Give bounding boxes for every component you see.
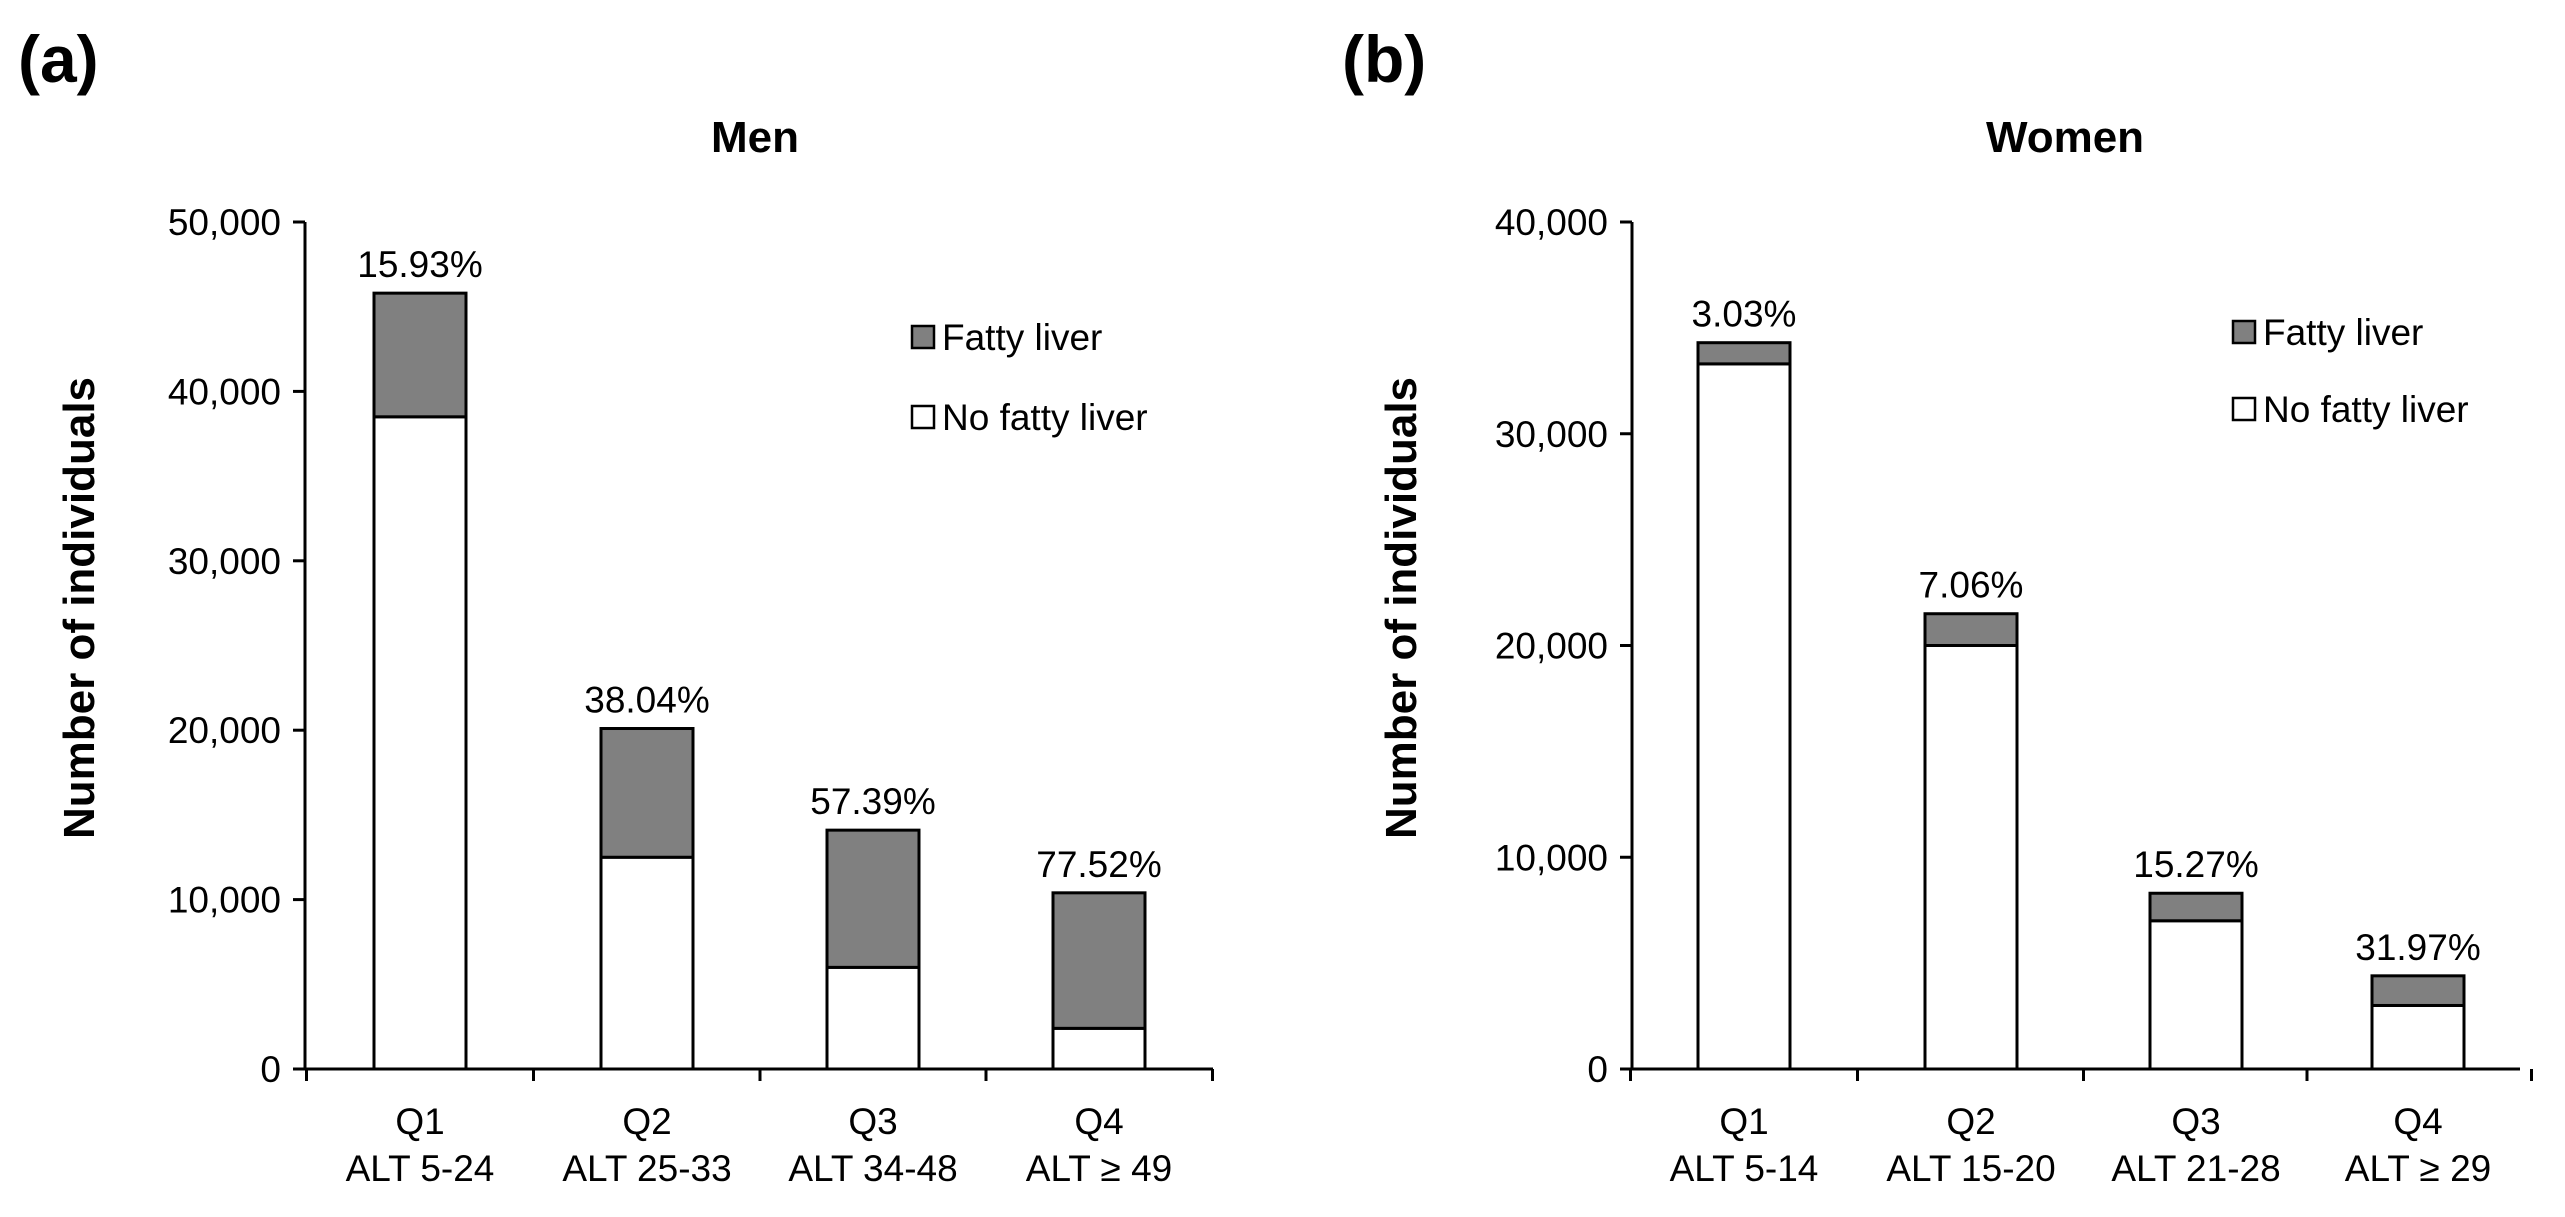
bar-no-fatty-liver xyxy=(599,855,695,1071)
y-tick-label: 0 xyxy=(1587,1049,1608,1090)
legend-swatch-no-fatty-liver xyxy=(2231,396,2257,422)
chart-women: (b) Women Number of individuals 0 10,000 2… xyxy=(1342,22,2533,1189)
y-tick-label: 20,000 xyxy=(168,710,281,751)
x-category-sublabel: ALT ≥ 29 xyxy=(2345,1148,2491,1189)
bar-fatty-liver xyxy=(599,727,695,859)
legend-label-fatty-liver: Fatty liver xyxy=(2263,312,2423,353)
panel-label: (b) xyxy=(1342,22,1426,96)
bar-fatty-liver xyxy=(1696,341,1792,366)
x-category-sublabel: ALT 25-33 xyxy=(562,1148,731,1189)
y-tick-label: 0 xyxy=(260,1049,281,1090)
bar-percent-label: 15.27% xyxy=(2133,844,2259,885)
legend-label-no-fatty-liver: No fatty liver xyxy=(2263,389,2469,430)
x-category-label: Q4 xyxy=(2393,1101,2442,1142)
bar-fatty-liver xyxy=(825,828,921,969)
bar-no-fatty-liver xyxy=(372,415,468,1071)
chart-men: (a) Men Number of individuals 0 10,000 20,… xyxy=(18,22,1214,1189)
legend-label-no-fatty-liver: No fatty liver xyxy=(942,397,1148,438)
x-category-label: Q2 xyxy=(1946,1101,1995,1142)
x-category-label: Q3 xyxy=(848,1101,897,1142)
bar-no-fatty-liver xyxy=(825,965,921,1071)
bar-percent-label: 3.03% xyxy=(1692,294,1797,335)
y-tick-label: 20,000 xyxy=(1495,626,1608,667)
bar-percent-label: 57.39% xyxy=(810,781,936,822)
x-category-sublabel: ALT ≥ 49 xyxy=(1026,1148,1172,1189)
x-category-sublabel: ALT 34-48 xyxy=(788,1148,957,1189)
y-tick-label: 10,000 xyxy=(1495,837,1608,878)
legend-swatch-no-fatty-liver xyxy=(910,404,936,430)
legend-label-fatty-liver: Fatty liver xyxy=(942,317,1102,358)
y-tick-label: 30,000 xyxy=(1495,414,1608,455)
bar-percent-label: 77.52% xyxy=(1036,844,1162,885)
bar-percent-label: 38.04% xyxy=(584,680,710,721)
x-category-sublabel: ALT 5-14 xyxy=(1670,1148,1819,1189)
y-tick-label: 40,000 xyxy=(1495,202,1608,243)
bar-no-fatty-liver xyxy=(2370,1003,2466,1071)
bar-fatty-liver xyxy=(2370,974,2466,1007)
bar-no-fatty-liver xyxy=(1923,644,2019,1071)
x-category-label: Q1 xyxy=(1719,1101,1768,1142)
bar-fatty-liver xyxy=(1051,891,1147,1030)
panel-label: (a) xyxy=(18,22,99,96)
x-category-label: Q1 xyxy=(395,1101,444,1142)
legend-swatch-fatty-liver xyxy=(2231,319,2257,345)
y-tick-label: 10,000 xyxy=(168,880,281,921)
x-category-sublabel: ALT 5-24 xyxy=(346,1148,495,1189)
chart-title: Women xyxy=(1986,113,2144,162)
x-category-label: Q2 xyxy=(622,1101,671,1142)
bar-percent-label: 7.06% xyxy=(1919,565,2024,606)
bar-fatty-liver xyxy=(2148,891,2244,923)
plot-area: 0 10,000 20,000 30,000 40,000 3.03% Q1 ALT 5-14… xyxy=(1495,202,2533,1189)
bar-percent-label: 15.93% xyxy=(357,244,483,285)
y-tick-label: 40,000 xyxy=(168,371,281,412)
x-category-label: Q3 xyxy=(2171,1101,2220,1142)
bar-no-fatty-liver xyxy=(1696,362,1792,1071)
chart-title: Men xyxy=(711,113,799,162)
bar-no-fatty-liver xyxy=(1051,1026,1147,1071)
x-category-label: Q4 xyxy=(1074,1101,1123,1142)
y-axis-label: Number of individuals xyxy=(55,377,104,839)
bar-percent-label: 31.97% xyxy=(2355,927,2481,968)
y-axis-label: Number of individuals xyxy=(1377,377,1426,839)
y-tick-label: 30,000 xyxy=(168,541,281,582)
legend-swatch-fatty-liver xyxy=(910,324,936,350)
x-category-sublabel: ALT 15-20 xyxy=(1886,1148,2055,1189)
plot-area: 0 10,000 20,000 30,000 40,000 50,000 15.93% Q1 A… xyxy=(168,202,1214,1189)
bar-fatty-liver xyxy=(372,291,468,419)
y-tick-label: 50,000 xyxy=(168,202,281,243)
bar-fatty-liver xyxy=(1923,612,2019,647)
x-category-sublabel: ALT 21-28 xyxy=(2111,1148,2280,1189)
bar-no-fatty-liver xyxy=(2148,919,2244,1071)
